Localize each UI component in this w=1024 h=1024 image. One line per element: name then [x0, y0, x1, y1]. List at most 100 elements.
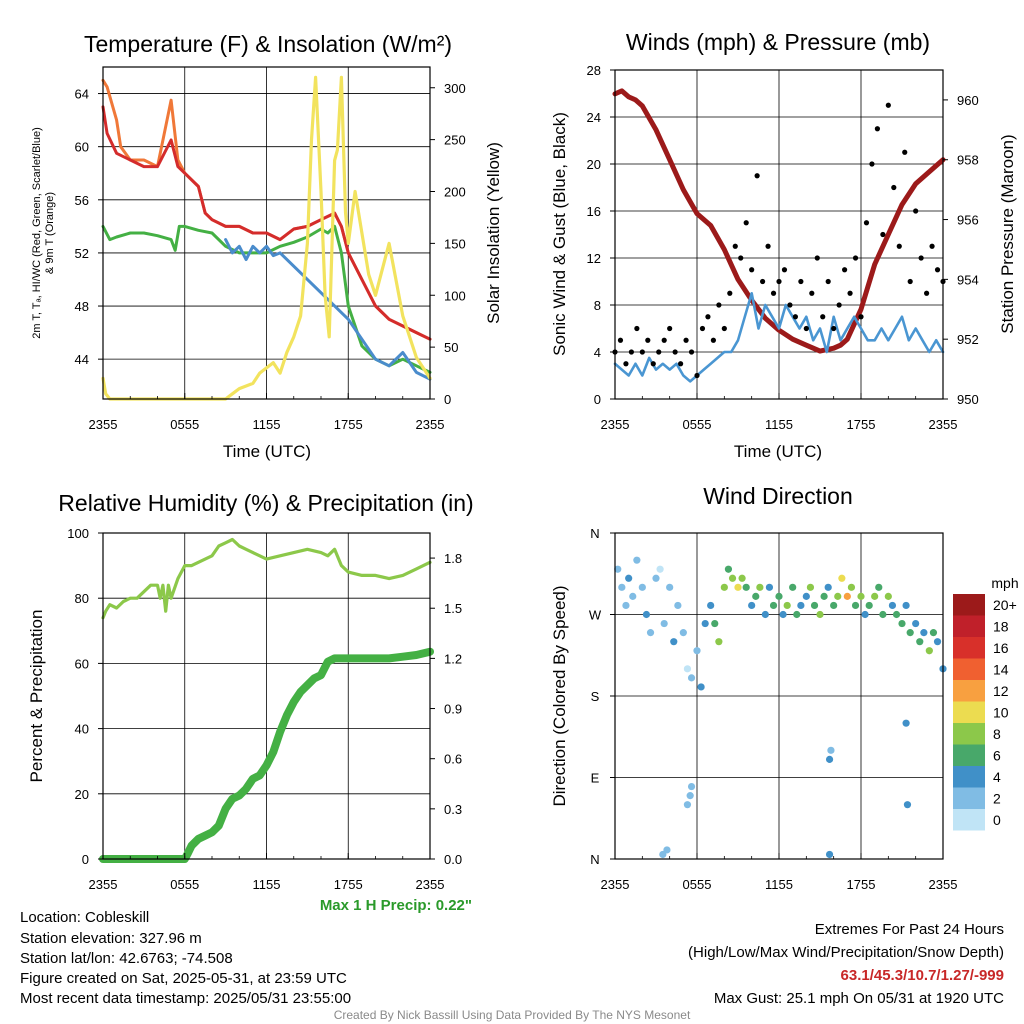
legend-label: 2: [993, 791, 1001, 807]
rh-panel: Relative Humidity (%) & Precipitation (i…: [27, 490, 474, 914]
wc-line: [224, 238, 432, 381]
direction-point: [775, 592, 783, 600]
y-tick-label-right: 956: [957, 213, 979, 228]
direction-point: [711, 619, 719, 628]
gust-point: [749, 267, 755, 273]
gust-point: [896, 243, 902, 249]
info-created: Figure created on Sat, 2025-05-31, at 23…: [20, 970, 347, 987]
dir-grid: [615, 533, 943, 859]
gust-point: [721, 325, 727, 332]
direction-point: [820, 592, 828, 600]
direction-point: [683, 665, 692, 673]
wind-grid: [615, 70, 943, 399]
gust-point: [842, 267, 848, 273]
gust-point: [781, 267, 788, 273]
legend-label: 6: [993, 748, 1001, 764]
gust-point: [656, 349, 662, 355]
direction-point: [902, 601, 910, 610]
gust-point: [885, 102, 891, 108]
gust-point: [825, 278, 831, 285]
gust-point: [699, 325, 706, 332]
y-tick-label-left: 44: [75, 352, 89, 367]
gust-point: [661, 337, 667, 343]
temp-ylabel-right: Solar Insolation (Yellow): [484, 142, 503, 324]
direction-point: [656, 565, 664, 573]
gust-point: [934, 267, 941, 273]
y-tick-label-left: 28: [587, 63, 601, 78]
gust-point: [650, 361, 656, 367]
rh-line: [101, 537, 432, 620]
x-tick-label: 0555: [170, 877, 199, 892]
direction-point: [761, 610, 769, 619]
direction-point: [769, 601, 778, 610]
gust-point: [874, 126, 881, 132]
direction-point: [679, 629, 687, 637]
x-tick-label: 2355: [89, 877, 118, 892]
direction-point: [687, 674, 696, 682]
legend-label: 8: [993, 726, 1001, 742]
direction-point: [816, 610, 824, 619]
direction-point: [693, 647, 701, 655]
legend-swatch: [953, 701, 985, 723]
gust-point: [623, 361, 629, 367]
direction-point: [902, 719, 910, 727]
dir-panel: Wind Direction 2355 0555 1155 1755 2355NESWN…: [550, 483, 1019, 892]
wind-xlabel: Time (UTC): [734, 442, 822, 461]
gust-point: [645, 337, 651, 343]
y-tick-label-right: 300: [444, 81, 466, 96]
y-tick-label-left: 12: [587, 251, 601, 266]
direction-point: [686, 792, 694, 800]
x-tick-label: 0555: [683, 417, 712, 432]
gust-point: [929, 243, 935, 249]
direction-point: [638, 583, 646, 591]
y-tick-label-right: 0.0: [444, 852, 462, 867]
y-tick-label-left: 8: [594, 298, 601, 313]
direction-point: [701, 619, 709, 628]
y-tick-label-left: 56: [75, 193, 89, 208]
direction-point: [827, 746, 835, 754]
y-tick-label-right: 150: [444, 236, 466, 251]
direction-point: [898, 619, 906, 628]
gust-point: [634, 325, 640, 332]
direction-point: [824, 583, 832, 591]
gust-point: [738, 255, 744, 261]
temp-xlabel: Time (UTC): [223, 442, 311, 461]
direction-point: [810, 601, 819, 610]
direction-point: [724, 565, 733, 573]
temp-ylabel-left-1: 2m T, Tₐ, HI/WC (Red, Green, Scarlet/Blu…: [31, 127, 43, 339]
direction-point: [728, 574, 737, 582]
x-tick-label: 1155: [765, 877, 793, 892]
gust-point: [891, 184, 897, 191]
gust-point: [907, 278, 913, 285]
direction-point: [748, 601, 756, 610]
legend-label: 0: [993, 812, 1001, 828]
legend-label: 20+: [993, 597, 1017, 613]
direction-point: [642, 610, 651, 619]
gust-point: [863, 220, 870, 226]
direction-point: [697, 683, 705, 691]
y-tick-label-right: 960: [957, 93, 979, 108]
direction-point: [633, 556, 641, 564]
precip-line: [99, 647, 434, 863]
direction-point: [929, 629, 938, 637]
direction-point: [742, 583, 750, 591]
gust-point: [688, 349, 695, 355]
legend-title: mph: [991, 575, 1018, 591]
gust-point: [672, 349, 678, 355]
temp-ylabel-left-2: & 9m T (Orange): [44, 192, 56, 274]
y-tick-label-left: 48: [75, 299, 89, 314]
x-tick-label: 2355: [929, 877, 958, 892]
direction-point: [806, 583, 815, 591]
direction-point: [847, 583, 856, 591]
direction-point: [752, 592, 760, 600]
direction-point: [802, 592, 810, 600]
direction-point: [916, 638, 924, 646]
legend-label: 14: [993, 662, 1009, 678]
extremes-info: Extremes For Past 24 Hours (High/Low/Max…: [688, 921, 1004, 1007]
extremes-title: Extremes For Past 24 Hours: [815, 921, 1004, 938]
direction-point: [779, 610, 787, 619]
gust-point: [705, 314, 711, 320]
y-tick-label-left: 0: [82, 852, 89, 867]
gust-point: [776, 278, 782, 285]
